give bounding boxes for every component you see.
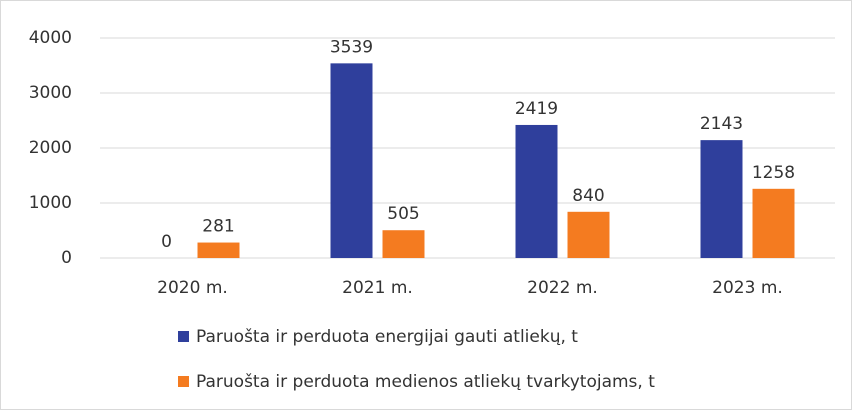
y-tick-label: 2000 <box>29 138 72 158</box>
x-tick-label: 2020 m. <box>157 278 228 298</box>
bar <box>330 63 373 259</box>
bar <box>752 188 795 258</box>
data-label: 2419 <box>515 99 558 119</box>
data-label: 281 <box>202 217 234 237</box>
y-tick-label: 3000 <box>29 83 72 103</box>
bar <box>382 230 425 258</box>
data-label: 505 <box>387 204 419 224</box>
y-tick-label: 1000 <box>29 193 72 213</box>
data-label: 1258 <box>752 163 795 183</box>
legend-label: Paruošta ir perduota medienos atliekų tv… <box>196 372 655 392</box>
data-label: 2143 <box>700 114 743 134</box>
x-tick-label: 2021 m. <box>342 278 413 298</box>
x-tick-label: 2023 m. <box>712 278 783 298</box>
x-tick-label: 2022 m. <box>527 278 598 298</box>
data-label: 0 <box>161 232 172 252</box>
legend-label: Paruošta ir perduota energijai gauti atl… <box>196 327 578 347</box>
data-label: 3539 <box>330 37 373 57</box>
bar <box>700 140 743 258</box>
bar <box>567 211 610 258</box>
bar <box>197 242 240 258</box>
y-tick-label: 4000 <box>29 28 72 48</box>
legend-swatch <box>178 376 189 387</box>
bar <box>515 124 558 258</box>
data-label: 840 <box>572 186 604 206</box>
legend-swatch <box>178 331 189 342</box>
y-tick-label: 0 <box>61 248 72 268</box>
